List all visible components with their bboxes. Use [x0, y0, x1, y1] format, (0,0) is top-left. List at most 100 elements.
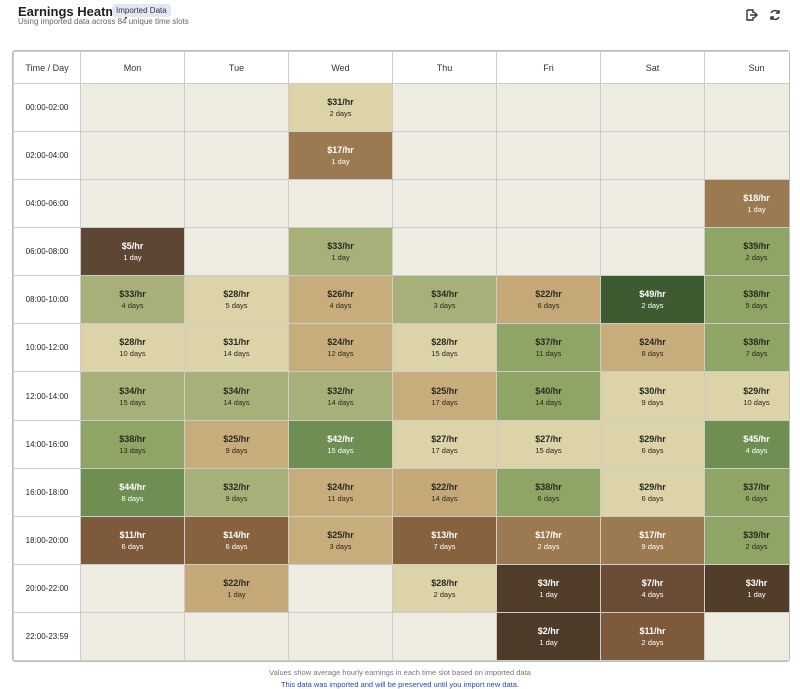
days: 7 days	[745, 349, 768, 359]
rate: $31/hr	[327, 97, 354, 108]
days: 5 days	[745, 301, 768, 311]
heat-cell: $14/hr 6 days	[184, 515, 289, 565]
rate: $29/hr	[743, 385, 770, 396]
column-header: Sat	[600, 51, 705, 84]
empty-cell	[496, 131, 601, 181]
empty-cell	[496, 227, 601, 277]
days: 2 days	[641, 301, 664, 311]
time-label: 08:00-10:00	[13, 275, 81, 325]
heat-cell: $22/hr 14 days	[392, 467, 497, 517]
heatmap: Time / Day Mon Tue Wed Thu Fri Sat Sun 00:00-02:…	[12, 50, 790, 662]
days: 5 days	[225, 301, 248, 311]
days: 13 days	[119, 445, 146, 455]
export-button[interactable]	[744, 8, 758, 22]
days: 9 days	[225, 445, 248, 455]
rate: $3/hr	[745, 577, 768, 588]
rate: $27/hr	[431, 433, 458, 444]
days: 1 day	[123, 253, 142, 263]
rate: $38/hr	[535, 481, 562, 492]
empty-cell	[80, 611, 185, 661]
empty-cell	[184, 131, 289, 181]
rate: $31/hr	[223, 337, 250, 348]
rate: $33/hr	[327, 241, 354, 252]
rate: $25/hr	[223, 433, 250, 444]
heat-cell: $33/hr 1 day	[288, 227, 393, 277]
days: 1 day	[747, 589, 766, 599]
heat-cell: $13/hr 7 days	[392, 515, 497, 565]
row: 14:00-16:00 $38/hr 13 days $25/hr 9 days $42/…	[13, 419, 789, 469]
heat-cell: $17/hr 9 days	[600, 515, 705, 565]
time-label: 18:00-20:00	[13, 515, 81, 565]
rate: $25/hr	[431, 385, 458, 396]
days: 14 days	[535, 397, 562, 407]
time-label: 12:00-14:00	[13, 371, 81, 421]
days: 11 days	[535, 349, 562, 359]
rate: $2/hr	[537, 625, 560, 636]
heat-cell: $49/hr 2 days	[600, 275, 705, 325]
empty-cell	[184, 611, 289, 661]
refresh-button[interactable]	[768, 8, 782, 22]
heat-cell: $18/hr 1 day	[704, 179, 789, 229]
heatmap-table: Time / Day Mon Tue Wed Thu Fri Sat Sun 00:00-02:…	[13, 51, 789, 661]
rate: $32/hr	[327, 385, 354, 396]
empty-cell	[704, 611, 789, 661]
rate: $22/hr	[431, 481, 458, 492]
heat-cell: $2/hr 1 day	[496, 611, 601, 661]
days: 14 days	[327, 397, 354, 407]
heat-cell: $38/hr 6 days	[496, 467, 601, 517]
rate: $18/hr	[743, 193, 770, 204]
heat-cell: $38/hr 7 days	[704, 323, 789, 373]
empty-cell	[600, 179, 705, 229]
days: 6 days	[641, 445, 664, 455]
days: 15 days	[119, 397, 146, 407]
rate: $24/hr	[327, 481, 354, 492]
days: 10 days	[119, 349, 146, 359]
days: 11 days	[327, 493, 354, 503]
empty-cell	[80, 563, 185, 613]
heat-cell: $22/hr 1 day	[184, 563, 289, 613]
heat-cell: $22/hr 6 days	[496, 275, 601, 325]
heat-cell: $30/hr 9 days	[600, 371, 705, 421]
rate: $24/hr	[327, 337, 354, 348]
rate: $22/hr	[535, 289, 562, 300]
empty-cell	[184, 179, 289, 229]
row: 10:00-12:00 $28/hr 10 days $31/hr 14 days $24…	[13, 323, 789, 373]
row: 08:00-10:00 $33/hr 4 days $28/hr 5 days $26/h…	[13, 275, 789, 325]
subtitle: Using imported data across 84 unique tim…	[18, 17, 189, 26]
heat-cell: $28/hr 5 days	[184, 275, 289, 325]
days: 6 days	[225, 541, 248, 551]
empty-cell	[600, 131, 705, 181]
heat-cell: $7/hr 4 days	[600, 563, 705, 613]
rate: $11/hr	[639, 625, 666, 636]
rate: $34/hr	[431, 289, 458, 300]
rate: $25/hr	[327, 529, 354, 540]
heat-cell: $24/hr 11 days	[288, 467, 393, 517]
days: 2 days	[329, 109, 352, 119]
rate: $37/hr	[743, 481, 770, 492]
days: 2 days	[745, 541, 768, 551]
row: 18:00-20:00 $11/hr 6 days $14/hr 6 days $25/h…	[13, 515, 789, 565]
time-label: 16:00-18:00	[13, 467, 81, 517]
column-header: Wed	[288, 51, 393, 84]
days: 4 days	[641, 589, 664, 599]
rate: $17/hr	[535, 529, 562, 540]
heat-cell: $37/hr 11 days	[496, 323, 601, 373]
row: 00:00-02:00 $31/hr 2 days	[13, 82, 789, 133]
time-label: 22:00-23:59	[13, 611, 81, 661]
time-label: 20:00-22:00	[13, 563, 81, 613]
time-label: 04:00-06:00	[13, 179, 81, 229]
rate: $3/hr	[537, 577, 560, 588]
days: 15 days	[431, 349, 458, 359]
empty-cell	[288, 563, 393, 613]
rate: $13/hr	[431, 529, 458, 540]
row: 04:00-06:00 $18/hr 1 day	[13, 179, 789, 229]
days: 2 days	[745, 253, 768, 263]
heat-cell: $3/hr 1 day	[496, 563, 601, 613]
row: 02:00-04:00 $17/hr 1 day	[13, 131, 789, 181]
rate: $34/hr	[119, 385, 146, 396]
empty-cell	[392, 227, 497, 277]
heat-cell: $45/hr 4 days	[704, 419, 789, 469]
column-header: Sun	[704, 51, 789, 84]
empty-cell	[80, 179, 185, 229]
days: 14 days	[223, 397, 250, 407]
